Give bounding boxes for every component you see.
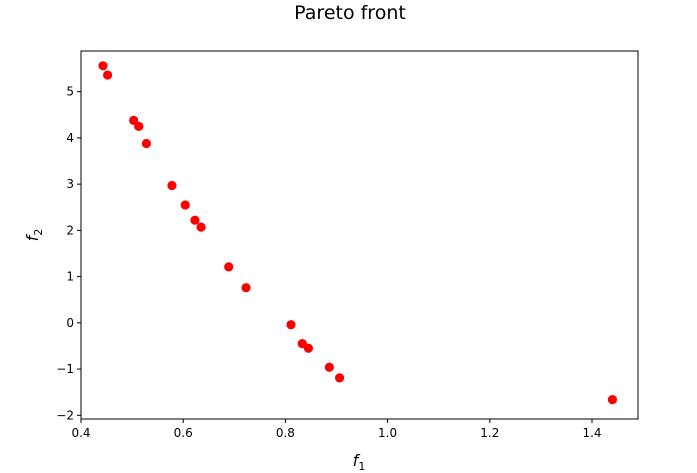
y-tick-label: 1 [66,270,74,284]
y-tick-label: 2 [66,223,74,237]
y-tick-label: −1 [56,362,74,376]
data-point [141,138,152,149]
data-point [286,320,296,330]
data-point [196,222,206,232]
data-point [241,283,251,293]
plot-area [80,50,639,420]
data-point [167,180,177,191]
y-axis-label-subscript: 2 [32,229,45,236]
x-tick-label: 1.4 [582,426,601,440]
data-point [102,70,113,80]
data-point [607,394,618,405]
x-tick-label: 0.6 [174,426,193,440]
x-tick-label: 0.4 [71,426,90,440]
data-point [134,121,144,131]
y-tick-label: −2 [56,408,74,422]
data-point [98,61,108,71]
y-tick-label: 0 [66,316,74,330]
data-points [98,61,618,405]
y-axis-label: f2 [23,229,45,242]
data-point [129,115,139,125]
x-axis-label: f1 [353,451,366,473]
data-point [224,262,234,272]
data-point [190,215,200,225]
y-tick-label: 3 [66,177,74,191]
axis-ticks: 0.4 0.6 0.8 1.0 1.2 1.4 −2 −1 0 1 2 3 4 5 [56,85,601,440]
x-tick-label: 0.8 [276,426,295,440]
y-tick-label: 5 [66,85,74,99]
plot-frame [80,50,639,420]
y-tick-label: 4 [66,131,74,145]
data-point [334,373,345,383]
data-point [303,343,313,353]
x-axis-label-symbol: f [353,451,361,470]
x-tick-label: 1.0 [378,426,397,440]
data-point [324,362,334,372]
chart-title: Pareto front [294,2,406,24]
y-axis-label-symbol: f [23,233,42,241]
x-axis-label-subscript: 1 [358,460,365,473]
x-tick-label: 1.2 [480,426,499,440]
data-point [180,200,190,210]
